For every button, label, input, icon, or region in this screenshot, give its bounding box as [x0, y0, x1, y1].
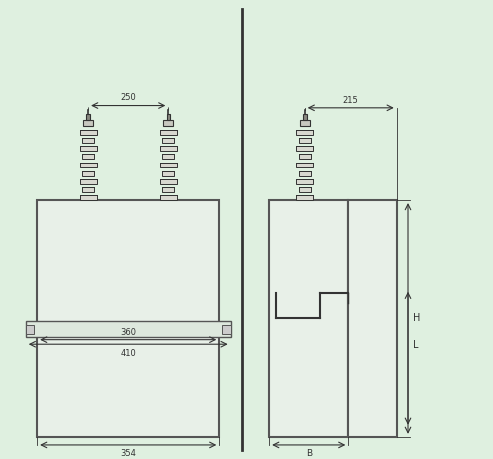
Bar	[160, 162, 177, 168]
Bar	[162, 138, 175, 143]
Bar	[79, 195, 97, 200]
Bar	[79, 146, 97, 151]
Bar	[82, 154, 94, 159]
Bar	[37, 200, 219, 437]
Bar	[160, 130, 177, 134]
Bar	[296, 179, 314, 184]
Bar	[160, 195, 177, 200]
Bar	[79, 179, 97, 184]
Text: B: B	[306, 448, 312, 458]
Bar	[162, 154, 175, 159]
Bar	[162, 187, 175, 192]
Bar	[296, 130, 314, 134]
Bar	[299, 171, 311, 176]
Bar	[296, 146, 314, 151]
Text: 360: 360	[120, 328, 136, 337]
Bar	[299, 154, 311, 159]
Bar	[167, 114, 170, 120]
Bar	[269, 200, 348, 437]
Bar	[79, 130, 97, 134]
Bar	[79, 162, 97, 168]
Bar	[26, 321, 231, 337]
Bar	[162, 171, 175, 176]
Bar	[303, 114, 307, 120]
Bar	[83, 120, 93, 127]
Bar	[296, 162, 314, 168]
Bar	[299, 187, 311, 192]
Bar	[222, 325, 231, 334]
Text: 410: 410	[120, 349, 136, 358]
Bar	[300, 120, 310, 127]
Bar	[348, 200, 397, 437]
Bar	[82, 187, 94, 192]
Bar	[82, 171, 94, 176]
Bar	[296, 195, 314, 200]
Text: 215: 215	[343, 96, 358, 105]
Text: H: H	[413, 313, 420, 324]
Bar	[26, 325, 34, 334]
Bar	[160, 179, 177, 184]
Text: 354: 354	[120, 448, 136, 458]
Bar	[163, 120, 174, 127]
Bar	[299, 138, 311, 143]
Bar	[160, 146, 177, 151]
Bar	[86, 114, 90, 120]
Bar	[82, 138, 94, 143]
Text: L: L	[413, 340, 418, 350]
Text: 250: 250	[120, 93, 136, 102]
